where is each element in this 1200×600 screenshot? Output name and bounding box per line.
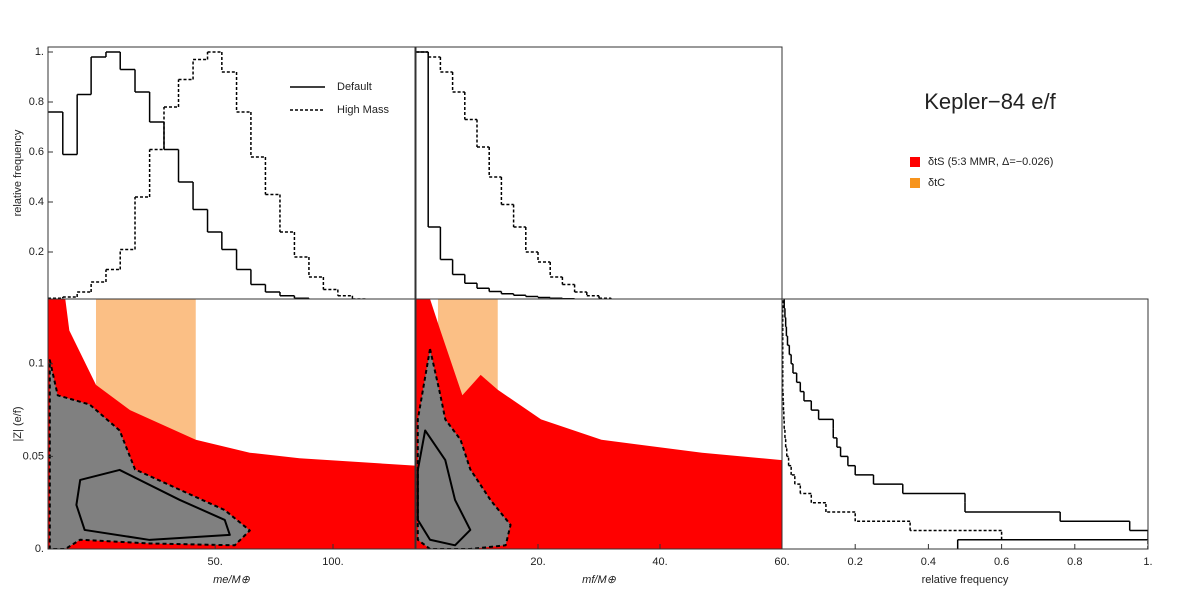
x-tick-label: 50.	[208, 556, 223, 568]
y-tick-label: 0.1	[29, 358, 44, 370]
y-axis-label: |Z| (e/f)	[12, 406, 24, 441]
legend-label: Default	[337, 81, 372, 93]
panel	[48, 299, 415, 549]
figure-title: Kepler−84 e/f	[924, 89, 1056, 114]
x-axis-label: relative frequency	[922, 574, 1009, 586]
contour	[416, 429, 472, 547]
x-axis-label: me/M⊕	[213, 574, 251, 586]
x-tick-label: 0.2	[848, 556, 863, 568]
contour	[48, 359, 251, 549]
panel	[416, 51, 624, 299]
panel	[48, 51, 367, 299]
panel	[782, 299, 1148, 549]
panel	[416, 299, 782, 549]
y-tick-label: 0.	[35, 543, 44, 555]
contour	[75, 468, 231, 541]
y-axis-label: relative frequency	[12, 129, 24, 216]
x-tick-label: 60.	[774, 556, 789, 568]
panel-frame	[47, 298, 416, 550]
legend-label: δtS (5:3 MMR, Δ=−0.026)	[928, 156, 1053, 168]
y-tick-label: 0.05	[23, 450, 44, 462]
area	[416, 299, 782, 549]
y-tick-label: 0.8	[29, 96, 44, 108]
y-tick-label: 0.6	[29, 146, 44, 158]
x-tick-label: 0.4	[921, 556, 936, 568]
x-tick-label: 1.	[1143, 556, 1152, 568]
x-tick-label: 100.	[322, 556, 343, 568]
x-tick-label: 40.	[652, 556, 667, 568]
legend-swatch	[910, 178, 920, 188]
contour	[416, 348, 512, 549]
panel-frame	[781, 298, 1149, 550]
x-axis-label: mf/M⊕	[582, 574, 616, 586]
legend-label: δtC	[928, 177, 945, 189]
y-tick-label: 1.	[35, 46, 44, 58]
x-tick-label: 0.6	[994, 556, 1009, 568]
y-tick-label: 0.4	[29, 196, 44, 208]
x-tick-label: 0.8	[1067, 556, 1082, 568]
legend-label: High Mass	[337, 104, 389, 116]
panel-frame	[415, 46, 783, 300]
y-tick-label: 0.2	[29, 246, 44, 258]
x-tick-label: 20.	[530, 556, 545, 568]
legend-swatch	[910, 157, 920, 167]
